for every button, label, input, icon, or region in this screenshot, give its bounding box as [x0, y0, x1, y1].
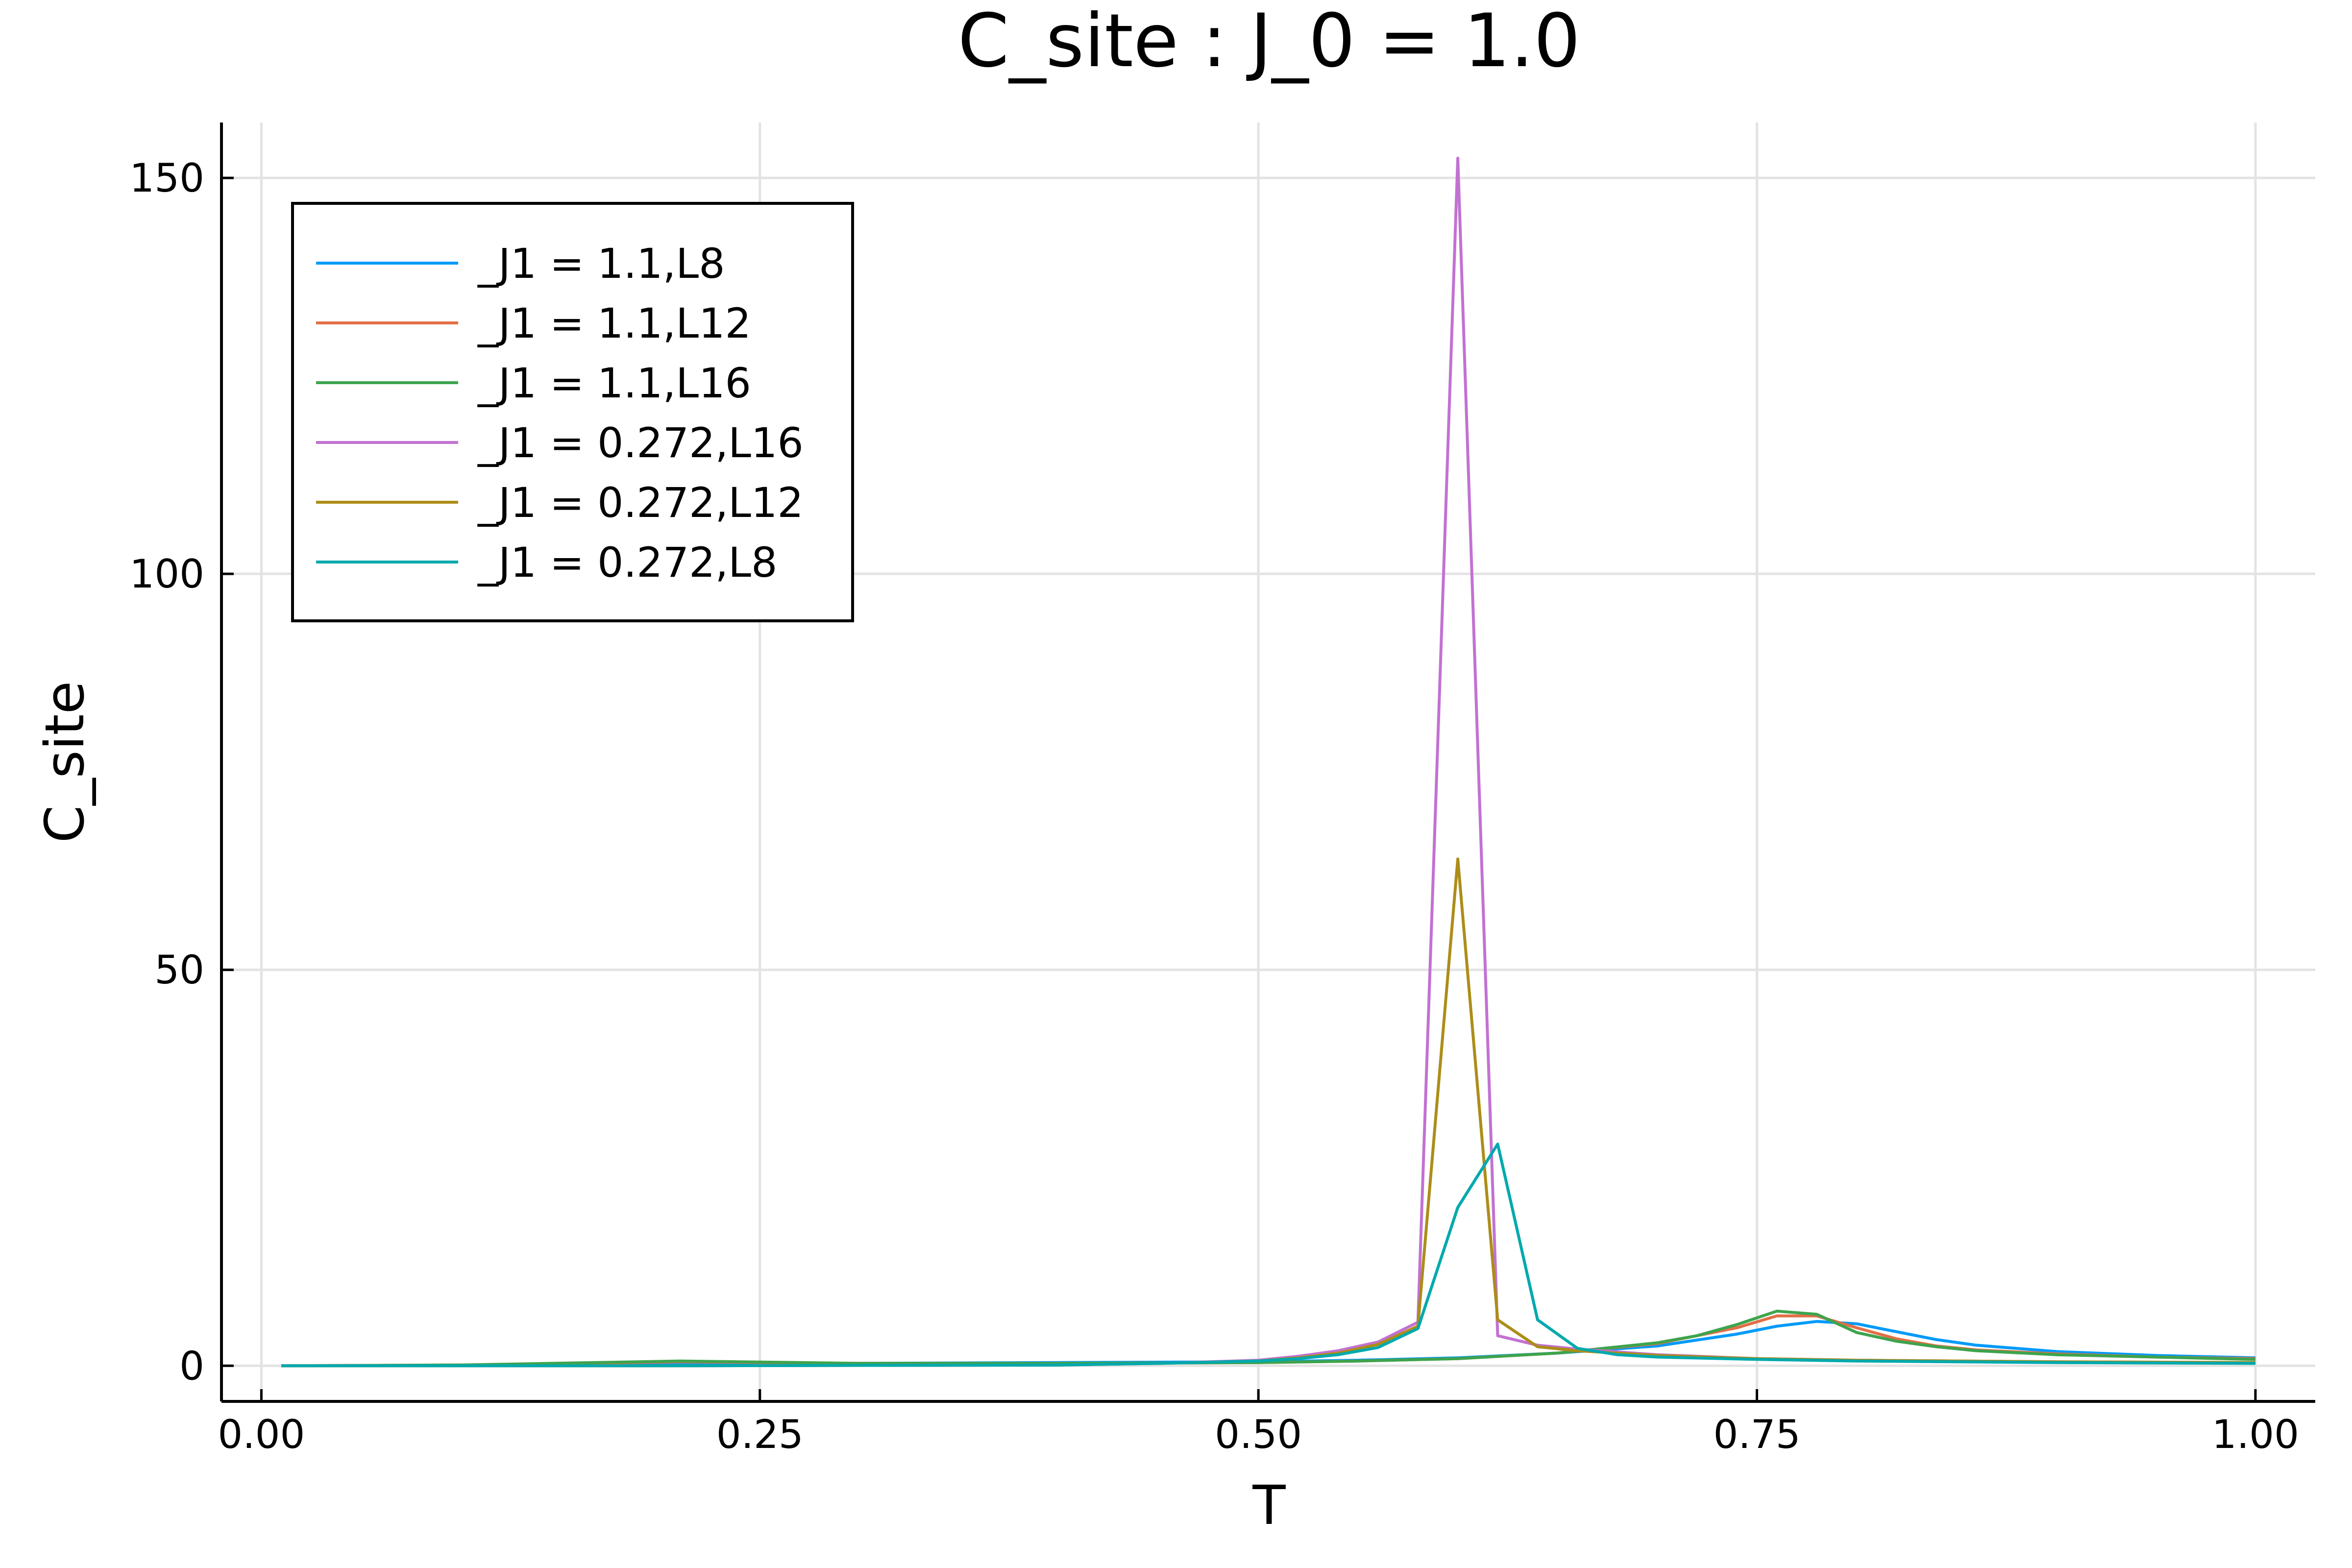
legend-label: _J1 = 1.1,L16	[477, 359, 751, 407]
y-tick-label: 50	[154, 947, 204, 993]
legend-items: _J1 = 1.1,L8 _J1 = 1.1,L12 _J1 = 1.1,L16 _J…	[316, 240, 804, 587]
legend-label: _J1 = 1.1,L8	[477, 240, 725, 288]
legend-box	[291, 202, 854, 622]
legend: _J1 = 1.1,L8 _J1 = 1.1,L12 _J1 = 1.1,L16 _J…	[291, 202, 854, 622]
y-tick-label: 100	[129, 551, 204, 597]
legend-label: _J1 = 0.272,L12	[477, 479, 804, 527]
y-tick-label: 150	[129, 155, 204, 201]
x-tick-label: 1.00	[2212, 1412, 2299, 1457]
x-tick-label: 0.75	[1713, 1412, 1800, 1457]
x-ticks: 0.00 0.25 0.50 0.75 1.00	[218, 1389, 2299, 1457]
axes	[220, 122, 2315, 1403]
chart-title: C_site : J_0 = 1.0	[958, 0, 1581, 84]
series-line-6	[281, 1142, 2255, 1368]
x-tick-label: 0.00	[218, 1412, 305, 1457]
legend-label: _J1 = 1.1,L12	[477, 299, 751, 347]
series-line-3	[281, 1309, 2255, 1368]
x-tick-label: 0.50	[1215, 1412, 1302, 1457]
y-ticks: 0 50 100 150	[129, 155, 234, 1389]
series-lines	[281, 156, 2255, 1368]
x-tick-label: 0.25	[716, 1412, 804, 1457]
y-axis-label: C_site	[33, 681, 96, 843]
legend-label: _J1 = 0.272,L16	[477, 419, 804, 467]
x-axis-label: T	[1252, 1474, 1286, 1537]
y-tick-label: 0	[179, 1343, 204, 1389]
legend-label: _J1 = 0.272,L8	[477, 539, 777, 587]
